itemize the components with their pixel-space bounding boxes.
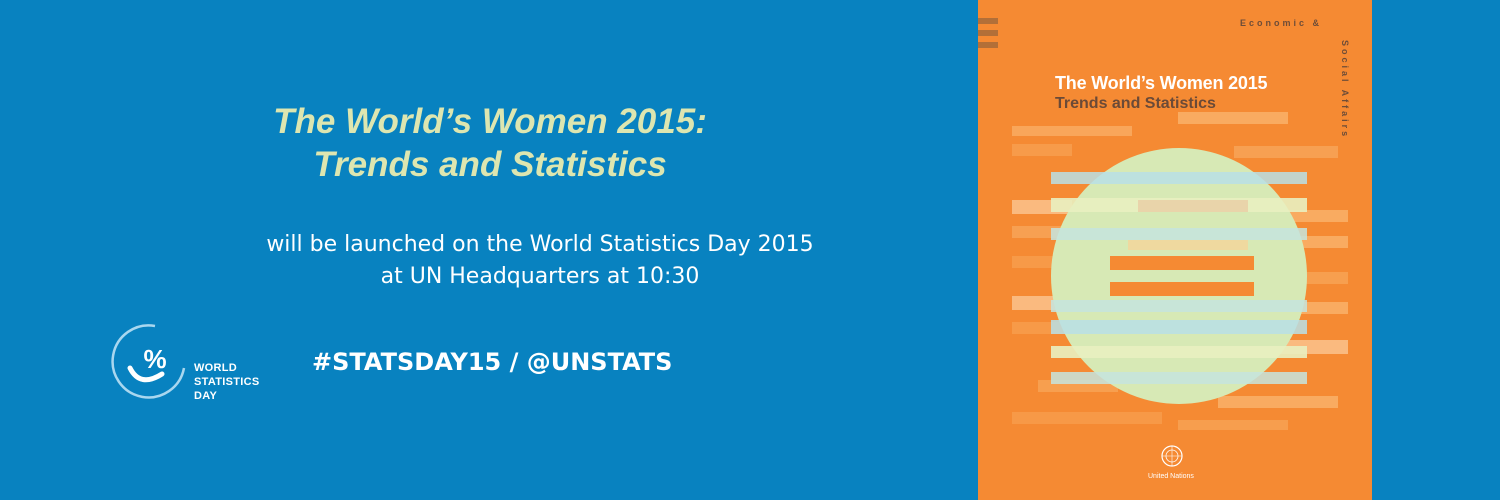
hashtag-text: #STATSDAY15 / @UNSTATS: [312, 348, 673, 376]
wsd-logo-text: WORLD STATISTICS DAY: [194, 361, 260, 403]
un-emblem-icon: [1161, 445, 1183, 467]
cover-subtitle: Trends and Statistics: [1055, 95, 1216, 112]
wsd-text-line-3: DAY: [194, 390, 218, 402]
title-line-1: The World’s Women 2015:: [273, 102, 707, 141]
wsd-logo-symbol: %: [143, 344, 166, 374]
launch-info-line-2: at UN Headquarters at 10:30: [380, 264, 700, 289]
book-cover: Economic & Social Affairs The World’s Wo…: [978, 0, 1372, 500]
wsd-text-line-2: STATISTICS: [194, 376, 260, 388]
world-statistics-day-logo-icon: %: [111, 324, 186, 399]
page-title: The World’s Women 2015: Trends and Stati…: [190, 100, 790, 186]
cover-title: The World’s Women 2015: [1055, 73, 1268, 93]
cover-top-text: Economic &: [1240, 18, 1323, 28]
title-line-2: Trends and Statistics: [313, 145, 667, 184]
launch-info: will be launched on the World Statistics…: [170, 229, 910, 293]
wsd-text-line-1: WORLD: [194, 362, 238, 374]
launch-info-line-1: will be launched on the World Statistics…: [266, 232, 814, 257]
publisher-label: United Nations: [1148, 473, 1194, 480]
cover-side-text: Social Affairs: [1340, 40, 1350, 140]
cover-artwork: [978, 18, 1348, 430]
right-background-strip: [1372, 0, 1500, 500]
